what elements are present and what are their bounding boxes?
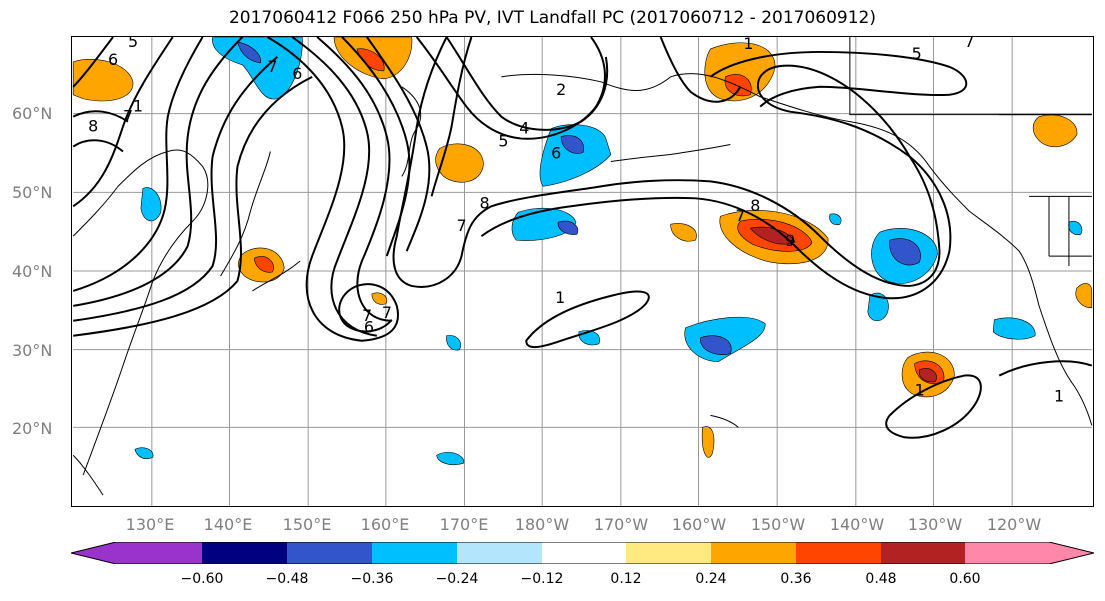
contour-label: 5	[912, 44, 922, 63]
colorbar	[71, 542, 1094, 564]
colorbar-tick: 0.24	[695, 571, 727, 587]
contour-label: 1	[743, 36, 753, 53]
colorbar-tick: −0.12	[520, 571, 564, 587]
lon-label-140w: 140°W	[829, 515, 885, 534]
contour-label: 6	[108, 50, 118, 69]
colorbar-tick: −0.60	[180, 571, 224, 587]
lon-label-130w: 130°W	[907, 515, 963, 534]
contour-label: 6	[364, 318, 374, 337]
colorbar-segment	[542, 542, 626, 564]
contour-label: 9	[785, 231, 795, 250]
contour-label: 1	[1054, 386, 1064, 405]
lon-label-160e: 160°E	[360, 515, 410, 534]
contour-label: 5	[128, 36, 138, 51]
map-panel: 5 6 7 8 7 6 1 2 4 5 6 7 8 7 6 1 7 7 8 9 …	[71, 36, 1094, 507]
colorbar-tick: 0.12	[610, 571, 642, 587]
lat-label-60n: 60°N	[12, 104, 53, 123]
colorbar-segment	[881, 542, 965, 564]
lon-label-160w: 160°W	[671, 515, 727, 534]
lon-label-170w: 170°W	[593, 515, 649, 534]
colorbar-segment	[965, 542, 1094, 564]
lon-label-150e: 150°E	[282, 515, 332, 534]
colorbar-segment	[71, 542, 202, 564]
colorbar-tick: −0.48	[265, 571, 309, 587]
contour-label: 7	[457, 216, 467, 235]
map-title: 2017060412 F066 250 hPa PV, IVT Landfall…	[228, 8, 876, 28]
contour-label: 7	[123, 107, 133, 126]
colorbar-tick: −0.24	[435, 571, 479, 587]
colorbar-tick: −0.36	[350, 571, 394, 587]
colorbar-segment	[457, 542, 542, 564]
contour-label: 1	[915, 380, 925, 399]
contour-label: 8	[88, 117, 98, 136]
lon-label-130e: 130°E	[125, 515, 175, 534]
lat-label-50n: 50°N	[12, 183, 53, 202]
contour-label: 7	[382, 303, 392, 322]
graticule	[73, 37, 1092, 506]
lat-label-30n: 30°N	[12, 341, 53, 360]
colorbar-segment	[287, 542, 372, 564]
contour-label: 5	[498, 132, 508, 151]
colorbar-segment	[626, 542, 711, 564]
lat-label-40n: 40°N	[12, 262, 53, 281]
colorbar-tick: 0.48	[865, 571, 897, 587]
contour-label: 6	[551, 143, 561, 162]
contour-label: 1	[555, 288, 565, 307]
contour-label: 7	[362, 306, 372, 325]
colorbar-segment	[372, 542, 457, 564]
colorbar-tick: 0.60	[949, 571, 981, 587]
contour-label: 6	[292, 64, 302, 83]
coastlines	[72, 37, 1093, 496]
contour-label: 7	[735, 206, 745, 225]
contour-labels: 5 6 7 8 7 6 1 2 4 5 6 7 8 7 6 1 7 7 8 9 …	[88, 36, 1064, 405]
lat-label-20n: 20°N	[12, 419, 53, 438]
contour-label: 7	[267, 57, 277, 76]
lon-label-150w: 150°W	[750, 515, 806, 534]
colorbar-segment	[711, 542, 796, 564]
lon-label-120w: 120°W	[986, 515, 1042, 534]
colorbar-tick: 0.36	[780, 571, 812, 587]
lon-label-140e: 140°E	[203, 515, 253, 534]
contour-label: 2	[556, 80, 566, 99]
lon-label-180w: 180°W	[514, 515, 570, 534]
contour-label: 4	[519, 119, 529, 138]
colorbar-segment	[202, 542, 287, 564]
pv-contours	[72, 37, 1093, 439]
contour-label: 1	[133, 97, 143, 116]
lon-label-170e: 170°E	[439, 515, 489, 534]
contour-label: 8	[750, 196, 760, 215]
contour-label: 7	[964, 36, 974, 51]
colorbar-segment	[796, 542, 881, 564]
contour-label: 8	[479, 193, 489, 212]
colorbar-segments	[71, 542, 1094, 564]
